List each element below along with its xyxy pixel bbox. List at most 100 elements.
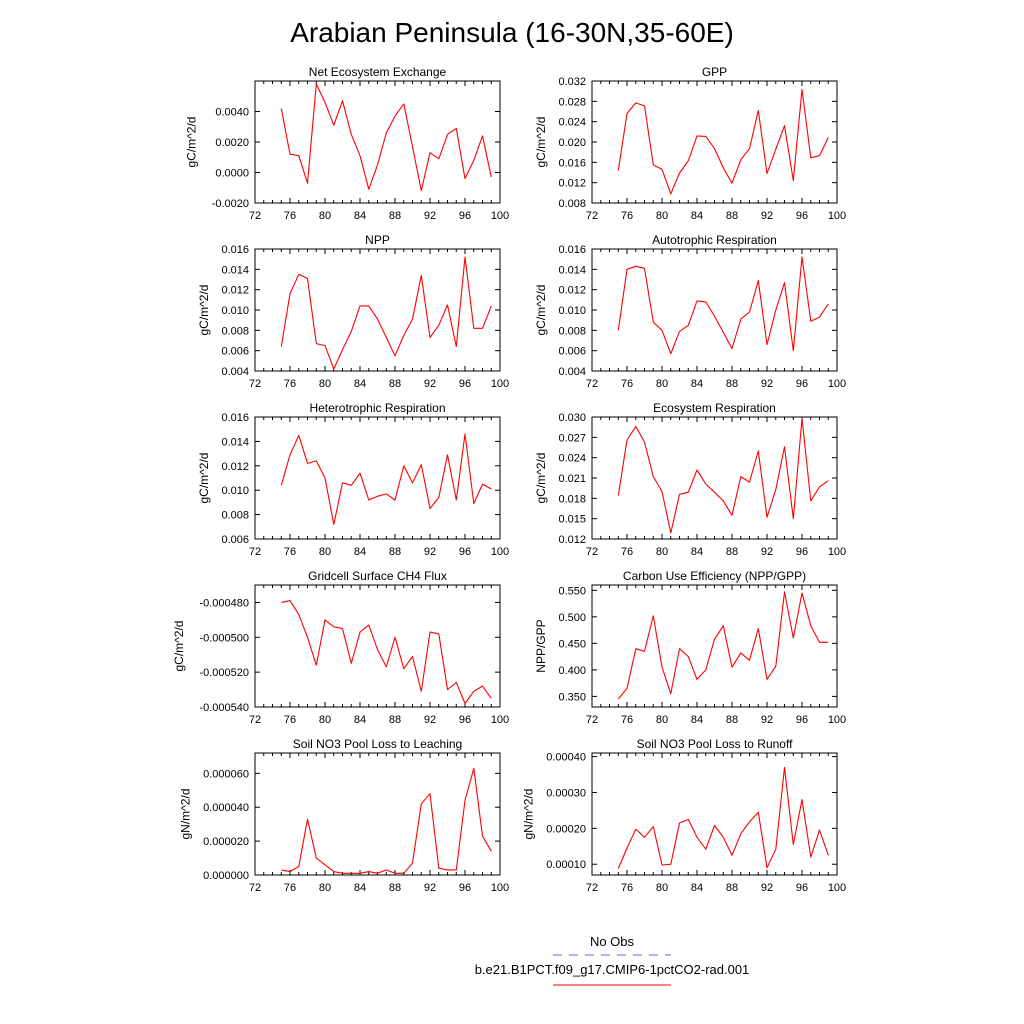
panel-grid: Net Ecosystem Exchange 72 76 80 84 88 92 96 100 -… [172,65,846,894]
x-tick-label: 80 [319,546,331,558]
x-tick-label: 72 [249,882,261,894]
y-tick-label: 0.000020 [203,836,249,848]
x-tick-label: 76 [284,546,296,558]
plot-frame [254,80,501,204]
legend-obs-label: No Obs [590,934,635,949]
y-tick-label: -0.000500 [199,632,249,644]
x-tick-label: 100 [828,378,846,390]
x-tick-label: 100 [491,714,509,726]
x-tick-label: 84 [691,882,703,894]
panel-6: Ecosystem Respiration 72 76 80 84 88 92 96 100 0.… [534,401,846,558]
x-tick-label: 88 [389,210,401,222]
panel-title: Soil NO3 Pool Loss to Leaching [293,737,462,751]
y-tick-label: 0.014 [221,436,249,448]
figure-title: Arabian Peninsula (16-30N,35-60E) [290,17,734,48]
y-tick-label: 0.00040 [546,752,586,764]
plot-frame [591,248,838,372]
x-tick-label: 100 [491,210,509,222]
x-tick-label: 96 [459,378,471,390]
panel-8: Carbon Use Efficiency (NPP/GPP) 72 76 80 84 8… [534,569,846,726]
x-tick-label: 96 [796,378,808,390]
x-tick-label: 72 [586,882,598,894]
y-tick-label: 0.012 [558,285,586,297]
y-tick-label: 0.016 [558,244,586,256]
x-tick-label: 84 [691,714,703,726]
x-tick-label: 72 [249,714,261,726]
y-tick-label: 0.008 [558,325,586,337]
y-tick-label: 0.450 [558,638,586,650]
y-tick-label: 0.550 [558,585,586,597]
y-axis-label: gN/m^2/d [178,789,192,840]
plot-frame [254,416,501,540]
y-tick-label: 0.012 [221,461,249,473]
y-tick-label: 0.014 [221,264,249,276]
y-tick-label: 0.008 [221,325,249,337]
y-tick-label: -0.000480 [199,597,249,609]
x-tick-label: 76 [284,882,296,894]
y-axis-label: gC/m^2/d [197,285,211,336]
x-tick-label: 88 [726,714,738,726]
y-tick-label: 0.004 [558,366,586,378]
y-tick-label: 0.006 [558,346,586,358]
x-tick-label: 96 [796,714,808,726]
x-tick-label: 92 [424,546,436,558]
x-tick-label: 80 [656,882,668,894]
y-axis-label: gC/m^2/d [534,453,548,504]
x-tick-label: 80 [319,378,331,390]
y-tick-label: 0.00020 [546,823,586,835]
y-tick-label: 0.012 [558,178,586,190]
x-tick-label: 92 [424,714,436,726]
x-tick-label: 84 [354,210,366,222]
legend: No Obs b.e21.B1PCT.f09_g17.CMIP6-1pctCO2… [475,934,750,986]
x-tick-label: 88 [389,546,401,558]
panel-title: Heterotrophic Respiration [309,401,445,415]
legend-case-label: b.e21.B1PCT.f09_g17.CMIP6-1pctCO2-rad.00… [475,962,750,977]
x-tick-label: 92 [761,882,773,894]
panel-title: Soil NO3 Pool Loss to Runoff [637,737,794,751]
x-tick-label: 84 [354,882,366,894]
x-tick-label: 96 [459,714,471,726]
y-tick-label: 0.024 [558,453,586,465]
x-tick-label: 72 [249,546,261,558]
x-tick-label: 76 [284,714,296,726]
x-tick-label: 76 [621,882,633,894]
series-line [281,767,492,874]
panel-title: NPP [365,233,390,247]
panel-title: Net Ecosystem Exchange [309,65,447,79]
x-tick-label: 76 [284,210,296,222]
x-tick-label: 96 [796,546,808,558]
series-line [280,83,492,192]
x-tick-label: 100 [491,378,509,390]
x-tick-label: 80 [656,714,668,726]
panel-4: Autotrophic Respiration 72 76 80 84 88 92 96 100… [534,233,846,390]
x-tick-label: 84 [354,546,366,558]
panel-title: GPP [702,65,727,79]
series-line [617,766,829,869]
x-tick-label: 100 [828,882,846,894]
y-tick-label: 0.014 [558,264,586,276]
y-tick-label: 0.010 [221,485,249,497]
x-tick-label: 96 [459,546,471,558]
y-tick-label: 0.00030 [546,787,586,799]
x-tick-label: 92 [424,882,436,894]
panel-1: Net Ecosystem Exchange 72 76 80 84 88 92 96 100 -… [185,65,510,222]
x-tick-label: 96 [459,210,471,222]
x-tick-label: 72 [586,210,598,222]
x-tick-label: 72 [586,546,598,558]
x-tick-label: 92 [761,210,773,222]
y-tick-label: 0.012 [558,534,586,546]
y-tick-label: 0.010 [558,305,586,317]
y-tick-label: 0.000040 [203,802,249,814]
y-tick-label: 0.0020 [215,137,249,149]
series-line [617,417,829,534]
x-tick-label: 72 [586,378,598,390]
y-tick-label: 0.016 [558,157,586,169]
y-axis-label: gN/m^2/d [522,789,536,840]
series-line [617,89,829,195]
panel-5: Heterotrophic Respiration 72 76 80 84 88 92 96 1… [197,401,509,558]
x-tick-label: 100 [491,882,509,894]
x-tick-label: 88 [389,378,401,390]
x-tick-label: 76 [284,378,296,390]
x-tick-label: 92 [424,210,436,222]
panel-title: Carbon Use Efficiency (NPP/GPP) [623,569,806,583]
